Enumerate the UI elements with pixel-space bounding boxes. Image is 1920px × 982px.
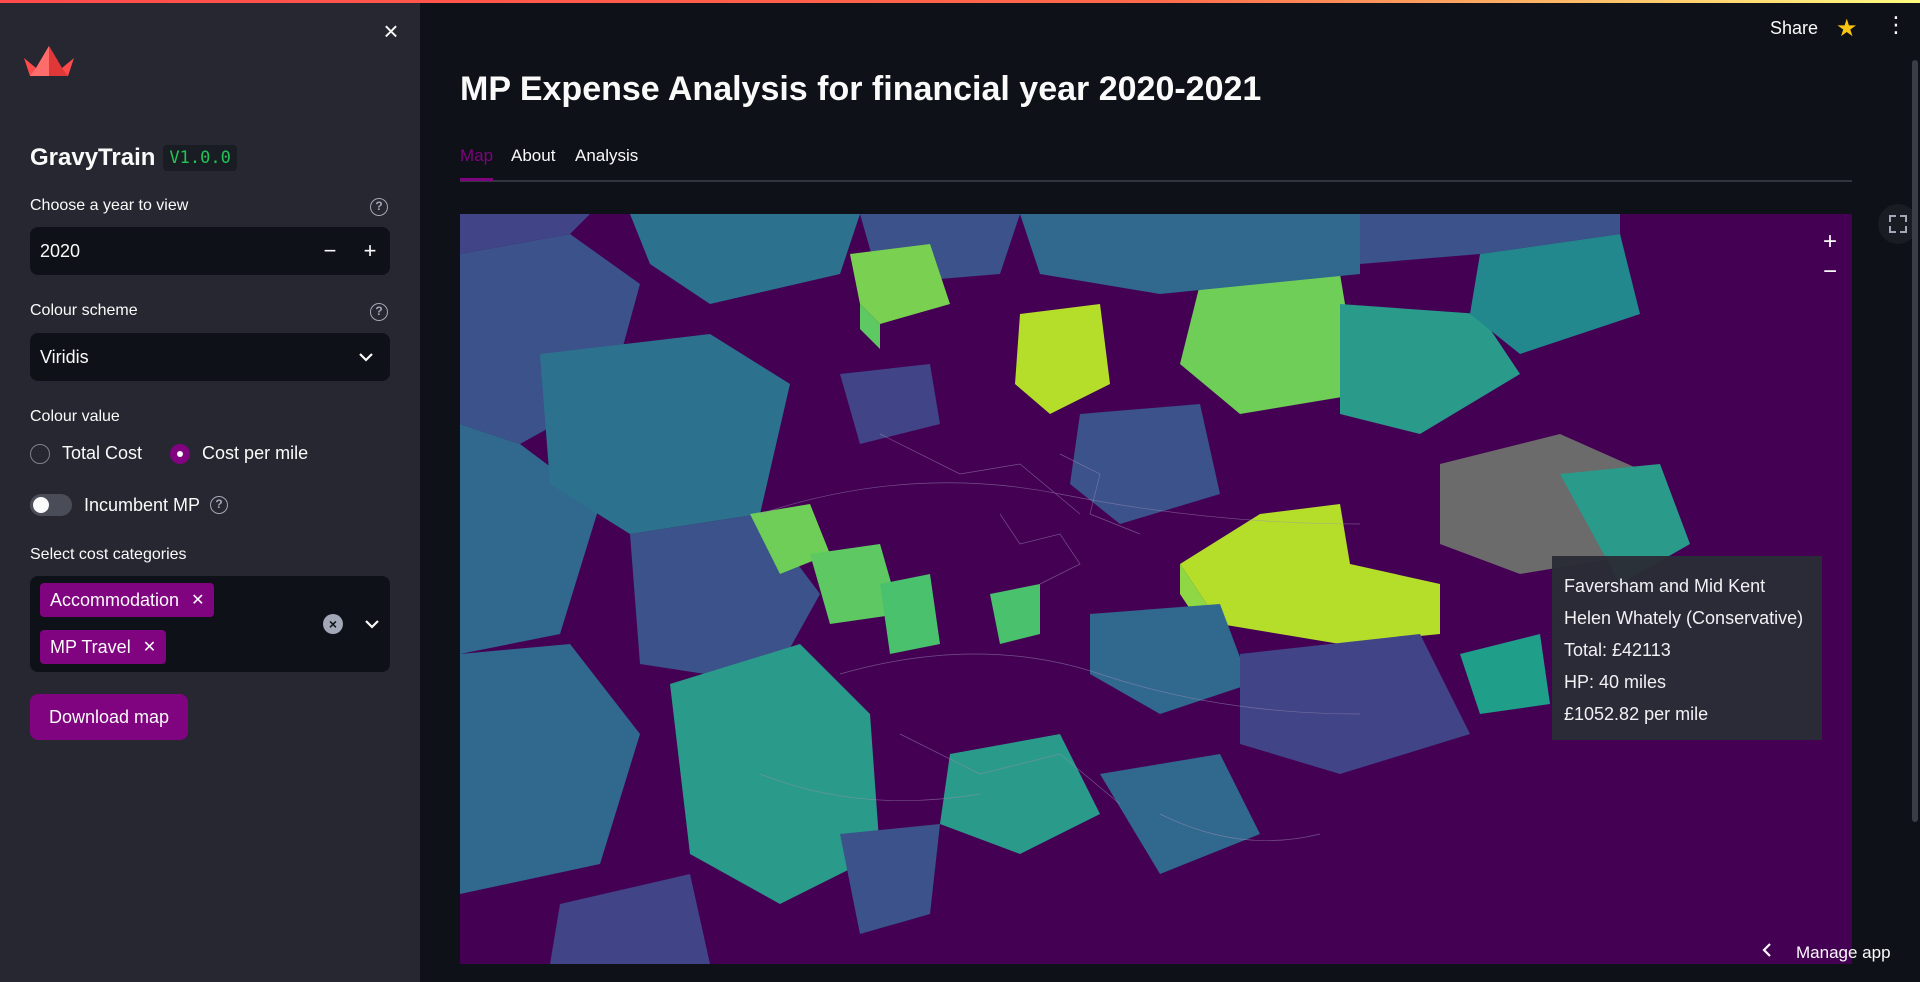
colour-scheme-label: Colour scheme xyxy=(30,302,138,319)
star-icon[interactable]: ★ xyxy=(1836,15,1858,42)
categories-multiselect[interactable]: Accommodation ✕ MP Travel ✕ × xyxy=(30,576,390,672)
version-badge: V1.0.0 xyxy=(163,145,237,171)
app-name: GravyTrain xyxy=(30,144,156,171)
chevron-down-icon[interactable] xyxy=(348,600,396,648)
share-button[interactable]: Share xyxy=(1770,18,1819,38)
tooltip-constituency: Faversham and Mid Kent xyxy=(1564,576,1766,596)
year-label: Choose a year to view xyxy=(30,197,189,214)
colour-value-label: Colour value xyxy=(30,408,120,425)
colour-scheme-select[interactable]: Viridis xyxy=(30,333,390,381)
tab-about[interactable]: About xyxy=(511,146,556,165)
zoom-in-button[interactable]: + xyxy=(1822,228,1837,255)
tab-bar: Map About Analysis xyxy=(460,146,1852,182)
remove-chip-icon[interactable]: ✕ xyxy=(142,639,157,656)
incumbent-mp-toggle-row: Incumbent MP ? xyxy=(30,494,229,516)
tab-map[interactable]: Map xyxy=(460,146,494,181)
streamlit-logo-icon xyxy=(24,46,74,76)
top-decoration-bar xyxy=(0,0,1920,3)
colour-scheme-help-icon[interactable]: ? xyxy=(370,303,388,321)
tooltip-hp: HP: 40 miles xyxy=(1564,672,1667,692)
categories-label: Select cost categories xyxy=(30,546,187,563)
year-value[interactable]: 2020 xyxy=(40,240,81,261)
page-title: MP Expense Analysis for financial year 2… xyxy=(460,70,1262,108)
radio-total-cost-label[interactable]: Total Cost xyxy=(62,443,143,463)
remove-chip-icon[interactable]: ✕ xyxy=(191,592,205,609)
tab-analysis[interactable]: Analysis xyxy=(575,146,639,165)
zoom-out-button[interactable]: − xyxy=(1822,258,1837,285)
year-increment-button[interactable]: + xyxy=(363,238,377,263)
chevron-down-icon[interactable] xyxy=(342,333,390,381)
tooltip-mp: Helen Whately (Conservative) xyxy=(1564,608,1804,628)
chip-accommodation-label: Accommodation xyxy=(50,589,180,610)
radio-total-cost[interactable] xyxy=(30,443,50,464)
map-tooltip: Faversham and Mid Kent Helen Whately (Co… xyxy=(1552,556,1822,740)
colour-value-radio-group: Total Cost Cost per mile xyxy=(30,443,336,464)
clear-all-icon[interactable]: × xyxy=(323,614,343,634)
incumbent-mp-label: Incumbent MP xyxy=(84,494,201,515)
close-sidebar-icon[interactable]: × xyxy=(383,16,399,46)
chevron-left-icon xyxy=(1762,942,1772,963)
incumbent-help-icon[interactable]: ? xyxy=(210,496,229,514)
download-map-button[interactable]: Download map xyxy=(30,694,188,740)
tooltip-per-mile: £1052.82 per mile xyxy=(1564,704,1709,724)
radio-cost-per-mile-label[interactable]: Cost per mile xyxy=(202,443,309,463)
year-stepper[interactable]: 2020 − + xyxy=(30,227,390,275)
scrollbar[interactable] xyxy=(1912,60,1918,822)
year-help-icon[interactable]: ? xyxy=(370,198,388,216)
year-decrement-button[interactable]: − xyxy=(323,238,337,263)
chip-mp-travel[interactable]: MP Travel ✕ xyxy=(40,630,167,664)
tooltip-total: Total: £42113 xyxy=(1564,640,1671,660)
manage-app-label: Manage app xyxy=(1796,942,1891,962)
sidebar: × GravyTrain V1.0.0 Choose a year to vie… xyxy=(0,0,420,982)
chip-mp-travel-label: MP Travel xyxy=(50,636,131,657)
colour-scheme-value[interactable]: Viridis xyxy=(40,346,89,367)
incumbent-mp-toggle[interactable] xyxy=(30,494,72,516)
app-title: GravyTrain V1.0.0 xyxy=(30,144,237,172)
chip-accommodation[interactable]: Accommodation ✕ xyxy=(40,583,215,617)
radio-cost-per-mile[interactable] xyxy=(170,443,191,464)
kebab-menu-icon[interactable]: ⋮ xyxy=(1885,12,1907,37)
manage-app-button[interactable]: Manage app xyxy=(1762,942,1891,963)
fullscreen-icon[interactable] xyxy=(1878,204,1918,244)
